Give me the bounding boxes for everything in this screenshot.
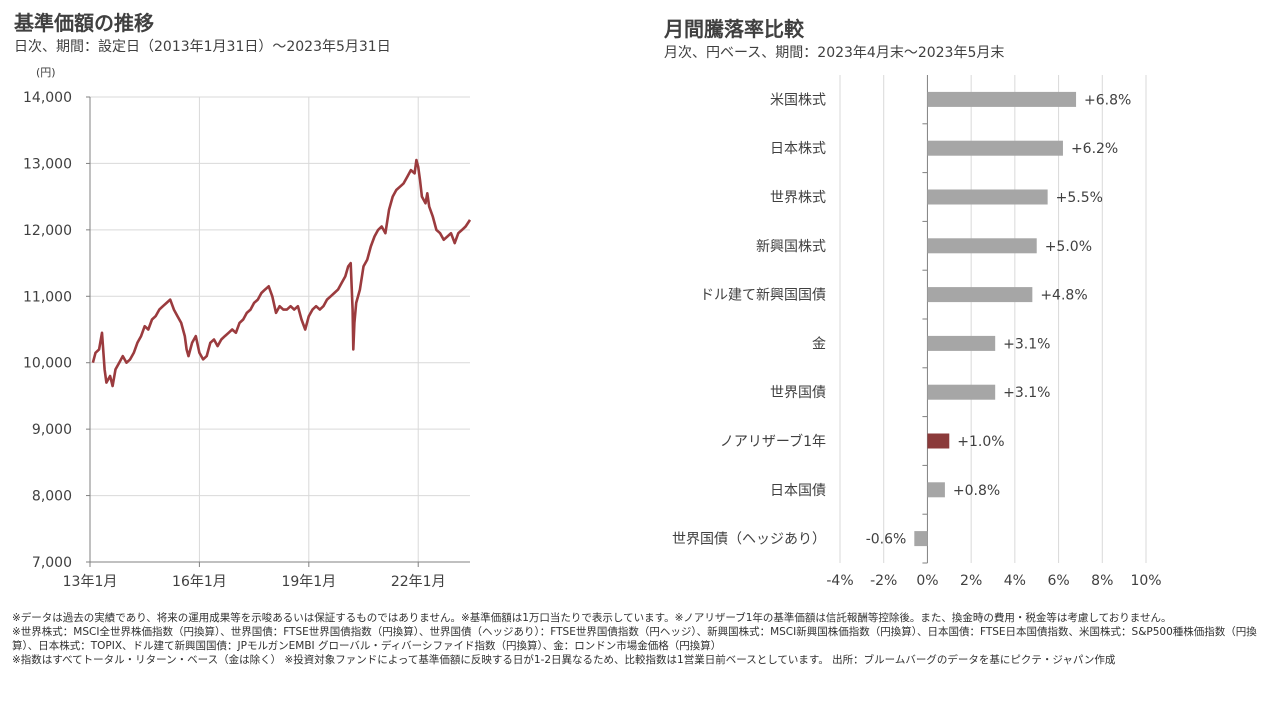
line-chart-x-ticks: 13年1月 16年1月 19年1月 22年1月 <box>63 562 446 590</box>
line-chart-y-ticks: 7,000 8,000 9,000 10,000 11,000 12,000 13,000 1… <box>23 90 90 571</box>
y-tick-label: 12,000 <box>23 223 72 239</box>
bar-chart-bars: +6.8% +6.2% +5.5% +5.0% +4.8% +3.1% +3.1% +1.0%… <box>866 91 1131 548</box>
left-chart-title: 基準価額の推移 <box>14 11 154 35</box>
x-tick-label: 16年1月 <box>172 574 227 590</box>
x-tick-label: 10% <box>1130 573 1161 589</box>
monthly-return-bar-chart: +6.8% +6.2% +5.5% +5.0% +4.8% +3.1% +3.1% +1.0%… <box>672 75 1162 589</box>
bar-chart-grid <box>839 75 1147 564</box>
bar <box>927 482 945 498</box>
bar <box>927 384 996 400</box>
bar-chart-categories: 米国株式日本株式世界株式新興国株式ドル建て新興国国債金世界国債ノアリザーブ1年日… <box>672 92 826 547</box>
footnote-1: ※データは過去の実績であり、将来の運用成果等を示唆あるいは保証するものではありま… <box>12 612 1172 624</box>
category-label: 世界国債（ヘッジあり） <box>672 532 826 548</box>
x-tick-label: -2% <box>870 573 897 589</box>
left-chart-subtitle: 日次、期間：設定日（2013年1月31日）～2023年5月31日 <box>14 39 391 55</box>
category-label: 日本株式 <box>770 141 826 157</box>
category-label: 米国株式 <box>770 92 826 108</box>
bar-value-label: -0.6% <box>866 532 907 548</box>
right-chart-subtitle: 月次、円ベース、期間：2023年4月末～2023年5月末 <box>664 45 1005 61</box>
category-label: ノアリザーブ1年 <box>720 433 826 450</box>
y-tick-label: 10,000 <box>23 356 72 372</box>
footnote-3: ※指数はすべてトータル・リターン・ベース（金は除く） ※投資対象ファンドによって… <box>12 654 1116 666</box>
bar <box>927 189 1048 205</box>
bar-value-label: +4.8% <box>1040 288 1087 304</box>
footnote-2: ※世界株式：MSCI全世界株価指数（円換算）、世界国債：FTSE世界国債指数（円… <box>12 626 1257 652</box>
bar-value-label: +3.1% <box>1003 385 1050 401</box>
category-label: 世界株式 <box>770 190 826 206</box>
bar <box>927 91 1077 107</box>
nav-line-chart: (円) 7,000 8,000 9,000 10,000 11,000 12,000 13,… <box>23 66 472 590</box>
bar <box>927 238 1037 254</box>
x-tick-label: 0% <box>916 573 938 589</box>
bar-value-label: +0.8% <box>953 483 1000 499</box>
x-tick-label: -4% <box>826 573 853 589</box>
bar-value-label: +1.0% <box>957 434 1004 450</box>
x-tick-label: 22年1月 <box>391 574 446 590</box>
y-tick-label: 13,000 <box>23 156 72 172</box>
line-chart-series <box>91 158 472 388</box>
y-tick-label: 8,000 <box>32 489 72 505</box>
y-tick-label: 14,000 <box>23 90 72 106</box>
category-label: ドル建て新興国国債 <box>700 288 826 304</box>
bar <box>927 335 996 351</box>
bar <box>914 531 928 547</box>
x-tick-label: 6% <box>1047 573 1069 589</box>
bar <box>927 433 950 449</box>
bar-value-label: +6.2% <box>1071 141 1118 157</box>
x-tick-label: 19年1月 <box>281 574 336 590</box>
y-tick-label: 11,000 <box>23 289 72 305</box>
y-axis-unit-label: (円) <box>36 66 56 79</box>
x-tick-label: 4% <box>1004 573 1026 589</box>
category-label: 世界国債 <box>770 385 826 401</box>
x-tick-label: 13年1月 <box>63 574 118 590</box>
bar <box>927 287 1033 303</box>
bar-chart-x-ticks: -4% -2% 0% 2% 4% 6% 8% 10% <box>826 573 1161 589</box>
category-label: 金 <box>812 336 826 352</box>
bar-value-label: +3.1% <box>1003 336 1050 352</box>
right-chart-title: 月間騰落率比較 <box>664 17 804 41</box>
category-label: 新興国株式 <box>756 239 826 255</box>
category-label: 日本国債 <box>770 483 826 499</box>
y-tick-label: 7,000 <box>32 555 72 571</box>
bar <box>927 140 1063 156</box>
bar-value-label: +5.5% <box>1056 190 1103 206</box>
footnotes: ※データは過去の実績であり、将来の運用成果等を示唆あるいは保証するものではありま… <box>12 611 1272 667</box>
nav-series-line <box>91 158 472 388</box>
x-tick-label: 8% <box>1091 573 1113 589</box>
bar-value-label: +6.8% <box>1084 92 1131 108</box>
x-tick-label: 2% <box>960 573 982 589</box>
y-tick-label: 9,000 <box>32 422 72 438</box>
bar-value-label: +5.0% <box>1045 239 1092 255</box>
